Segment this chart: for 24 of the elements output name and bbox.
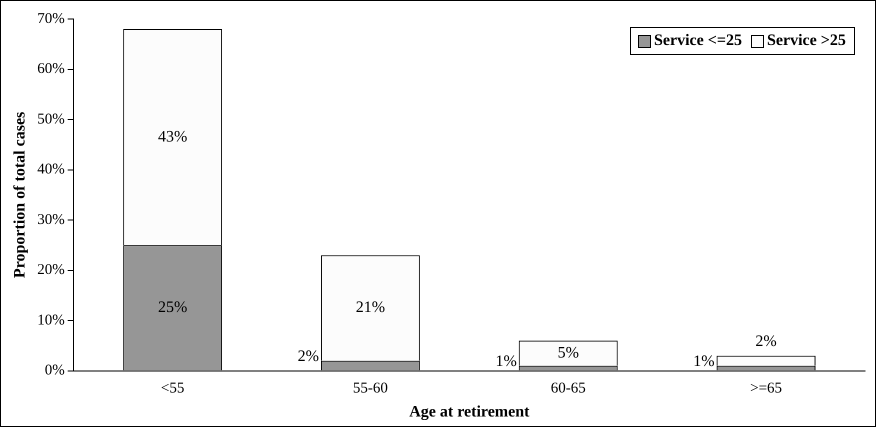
- y-tick-label: 60%: [37, 61, 65, 78]
- x-axis-title: Age at retirement: [409, 404, 530, 421]
- legend-label: Service <=25: [654, 32, 742, 50]
- y-axis-title: Proportion of total cases: [12, 112, 29, 278]
- x-tick-label: <55: [160, 380, 184, 397]
- data-label: 2%: [755, 332, 777, 350]
- y-tick-label: 20%: [37, 262, 65, 278]
- y-tick-label: 0%: [44, 362, 65, 379]
- data-label: 2%: [298, 348, 319, 365]
- y-tick-label: 30%: [37, 212, 65, 228]
- y-tick-label: 70%: [37, 10, 65, 27]
- y-tick-label: 40%: [37, 162, 65, 178]
- data-label: 43%: [158, 128, 188, 146]
- data-label: 21%: [356, 299, 386, 316]
- legend-label: Service >25: [766, 32, 846, 50]
- x-tick-label: >=65: [750, 380, 782, 397]
- data-label: 1%: [495, 352, 517, 370]
- data-label: 25%: [158, 298, 188, 316]
- y-tick-label: 10%: [37, 312, 65, 328]
- x-tick-label: 60-65: [550, 380, 586, 397]
- y-tick-label: 50%: [37, 111, 65, 128]
- data-label: 5%: [558, 344, 579, 362]
- data-label: 1%: [693, 352, 715, 370]
- x-tick-label: 55-60: [352, 380, 388, 397]
